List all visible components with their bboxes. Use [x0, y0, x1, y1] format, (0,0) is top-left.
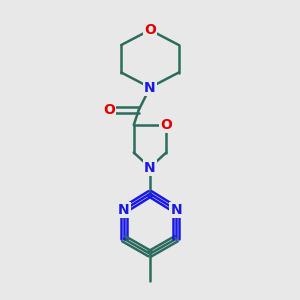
Text: N: N	[144, 160, 156, 175]
Text: N: N	[118, 203, 130, 217]
Text: O: O	[144, 23, 156, 37]
Text: N: N	[170, 203, 182, 217]
Text: O: O	[103, 103, 115, 117]
Text: O: O	[160, 118, 172, 132]
Text: N: N	[144, 80, 156, 94]
